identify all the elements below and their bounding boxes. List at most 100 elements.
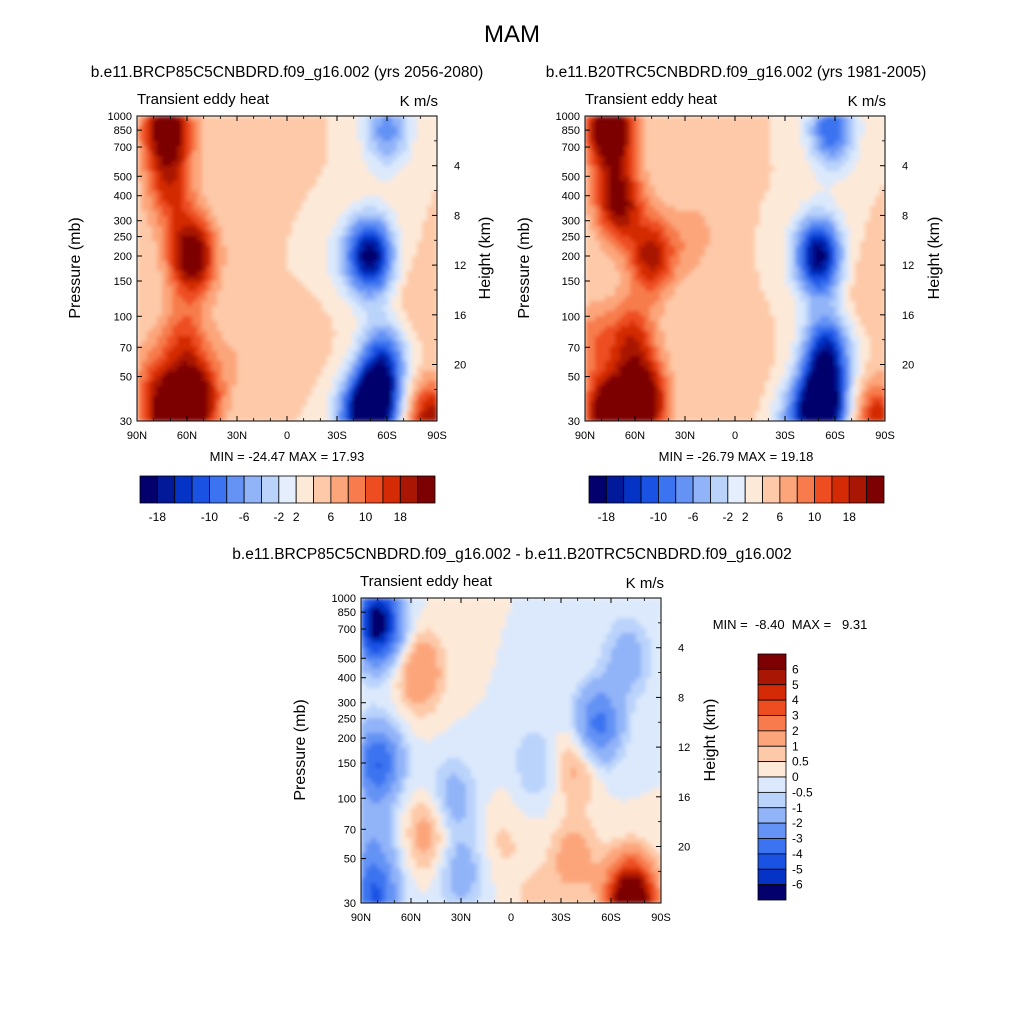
contour-cell <box>177 396 183 402</box>
contour-cell <box>377 366 383 372</box>
contour-cell <box>397 276 403 282</box>
contour-cell <box>277 206 283 212</box>
contour-cell <box>790 196 796 202</box>
contour-cell <box>317 291 323 297</box>
contour-cell <box>800 166 806 172</box>
contour-cell <box>317 306 323 312</box>
contour-cell <box>790 171 796 177</box>
contour-cell <box>417 211 423 217</box>
contour-cell <box>407 201 413 207</box>
contour-cell <box>815 131 821 137</box>
contour-cell <box>277 201 283 207</box>
contour-cell <box>407 316 413 322</box>
contour-cell <box>387 176 393 182</box>
contour-cell <box>342 326 348 332</box>
contour-cell <box>347 146 353 152</box>
contour-cell <box>342 371 348 377</box>
contour-cell <box>282 211 288 217</box>
contour-cell <box>202 366 208 372</box>
contour-cell <box>142 201 148 207</box>
contour-cell <box>222 121 228 127</box>
contour-cell <box>870 211 876 217</box>
contour-cell <box>755 176 761 182</box>
contour-cell <box>152 361 158 367</box>
contour-cell <box>322 296 328 302</box>
contour-cell <box>745 166 751 172</box>
contour-cell <box>402 236 408 242</box>
contour-cell <box>402 271 408 277</box>
contour-cell <box>252 186 258 192</box>
contour-cell <box>197 116 203 122</box>
contour-cell <box>785 176 791 182</box>
contour-cell <box>610 121 616 127</box>
contour-cell <box>227 211 233 217</box>
contour-cell <box>207 121 213 127</box>
contour-cell <box>402 301 408 307</box>
contour-cell <box>287 356 293 362</box>
contour-cell <box>282 301 288 307</box>
contour-cell <box>675 116 681 122</box>
contour-cell <box>167 381 173 387</box>
contour-cell <box>177 286 183 292</box>
contour-cell <box>835 171 841 177</box>
contour-cell <box>625 136 631 142</box>
contour-cell <box>690 176 696 182</box>
contour-cell <box>152 336 158 342</box>
contour-cell <box>600 121 606 127</box>
contour-cell <box>282 231 288 237</box>
contour-cell <box>600 181 606 187</box>
contour-cell <box>605 201 611 207</box>
contour-cell <box>342 226 348 232</box>
contour-cell <box>382 221 388 227</box>
contour-cell <box>207 291 213 297</box>
contour-cell <box>820 136 826 142</box>
contour-cell <box>645 136 651 142</box>
contour-cell <box>337 226 343 232</box>
contour-cell <box>187 181 193 187</box>
contour-cell <box>422 171 428 177</box>
panel-1-right-label: K m/s <box>400 93 438 110</box>
contour-cell <box>650 126 656 132</box>
contour-cell <box>760 146 766 152</box>
contour-cell <box>242 331 248 337</box>
contour-cell <box>307 391 313 397</box>
contour-cell <box>252 351 258 357</box>
contour-cell <box>202 131 208 137</box>
contour-cell <box>262 271 268 277</box>
contour-cell <box>232 201 238 207</box>
contour-cell <box>262 406 268 412</box>
contour-cell <box>302 296 308 302</box>
contour-cell <box>287 166 293 172</box>
contour-cell <box>212 406 218 412</box>
contour-cell <box>232 136 238 142</box>
contour-cell <box>585 176 591 182</box>
contour-cell <box>800 141 806 147</box>
contour-cell <box>427 256 433 262</box>
contour-cell <box>397 386 403 392</box>
contour-cell <box>392 151 398 157</box>
contour-cell <box>840 126 846 132</box>
contour-cell <box>342 281 348 287</box>
contour-cell <box>855 141 861 147</box>
contour-cell <box>187 396 193 402</box>
contour-cell <box>850 141 856 147</box>
contour-cell <box>352 246 358 252</box>
contour-cell <box>142 211 148 217</box>
contour-cell <box>172 311 178 317</box>
contour-cell <box>337 136 343 142</box>
contour-cell <box>182 136 188 142</box>
contour-cell <box>262 246 268 252</box>
contour-cell <box>347 216 353 222</box>
contour-cell <box>227 386 233 392</box>
contour-cell <box>347 226 353 232</box>
contour-cell <box>620 131 626 137</box>
contour-cell <box>422 376 428 382</box>
contour-cell <box>337 116 343 122</box>
contour-cell <box>252 311 258 317</box>
contour-cell <box>362 161 368 167</box>
contour-cell <box>317 361 323 367</box>
contour-cell <box>292 236 298 242</box>
contour-cell <box>177 166 183 172</box>
contour-cell <box>192 386 198 392</box>
contour-cell <box>217 291 223 297</box>
